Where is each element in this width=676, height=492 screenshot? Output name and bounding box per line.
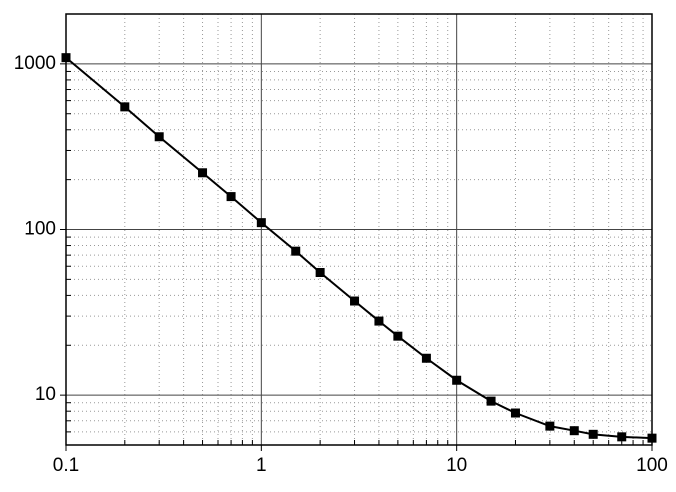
data-point (647, 433, 657, 443)
data-point (374, 316, 384, 326)
data-point (120, 102, 130, 112)
data-point (393, 331, 403, 341)
data-point (421, 353, 431, 363)
x-tick-label: 1 (256, 455, 267, 476)
data-point (452, 375, 462, 385)
data-point (291, 246, 301, 256)
data-line (65, 56, 653, 440)
data-point (226, 192, 236, 202)
data-point (545, 421, 555, 431)
data-point (61, 53, 71, 63)
data-point (510, 408, 520, 418)
x-tick-label: 0.1 (53, 455, 79, 476)
data-point (569, 426, 579, 436)
y-tick-label: 10 (35, 384, 56, 405)
y-tick-label: 1000 (14, 53, 56, 74)
data-point (617, 432, 627, 442)
y-tick-label: 100 (24, 219, 56, 240)
x-tick-label: 10 (446, 455, 467, 476)
data-point (154, 132, 164, 142)
data-point (315, 268, 325, 278)
x-tick-label: 100 (636, 455, 668, 476)
data-point (256, 218, 266, 228)
data-point (350, 296, 360, 306)
data-point (198, 168, 208, 178)
data-point (588, 429, 598, 439)
data-point (486, 396, 496, 406)
plot-frame (65, 13, 653, 446)
